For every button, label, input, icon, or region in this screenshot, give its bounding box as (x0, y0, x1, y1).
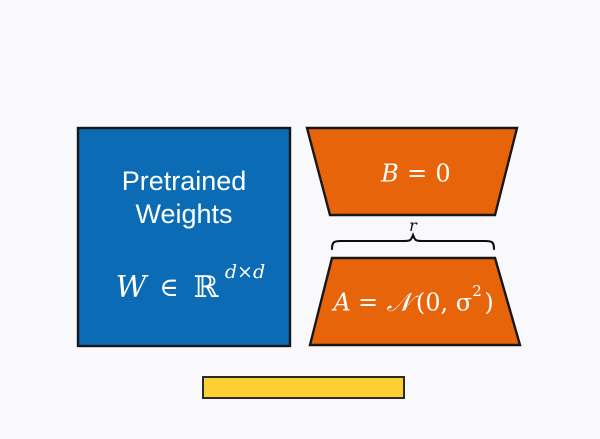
pretrained-weights-formula: W ∈ ℝ d×d (116, 261, 266, 305)
matrix-b-variable: B (380, 160, 399, 188)
matrix-b-value: 0 (435, 160, 450, 188)
pretrained-weights-block[interactable] (76, 126, 292, 348)
matrix-b-block[interactable] (305, 126, 519, 217)
pretrained-weights-label-line1: Pretrained (122, 166, 247, 196)
formula-variable-w: W (116, 270, 149, 305)
formula-element-of-icon: ∈ (159, 273, 178, 303)
matrix-a-block[interactable] (308, 256, 522, 347)
rank-brace-icon (330, 232, 496, 251)
matrix-a-closing-paren: ) (484, 289, 493, 317)
matrix-b-label: B = 0 (380, 160, 450, 188)
matrix-a-variable: A (331, 289, 350, 317)
bottom-yellow-bar[interactable] (202, 376, 405, 399)
formula-exponent-dimensions: d×d (225, 261, 265, 283)
matrix-b-equals-sign: = (407, 160, 427, 188)
pretrained-weights-label-line2: Weights (135, 199, 232, 229)
matrix-a-distribution-args: (0, σ (416, 289, 472, 317)
matrix-a-equals-sign: = (358, 289, 378, 317)
rank-brace-label: r (409, 216, 418, 235)
formula-real-numbers-set: ℝ (194, 270, 220, 305)
matrix-a-sigma-exponent: 2 (472, 282, 482, 300)
